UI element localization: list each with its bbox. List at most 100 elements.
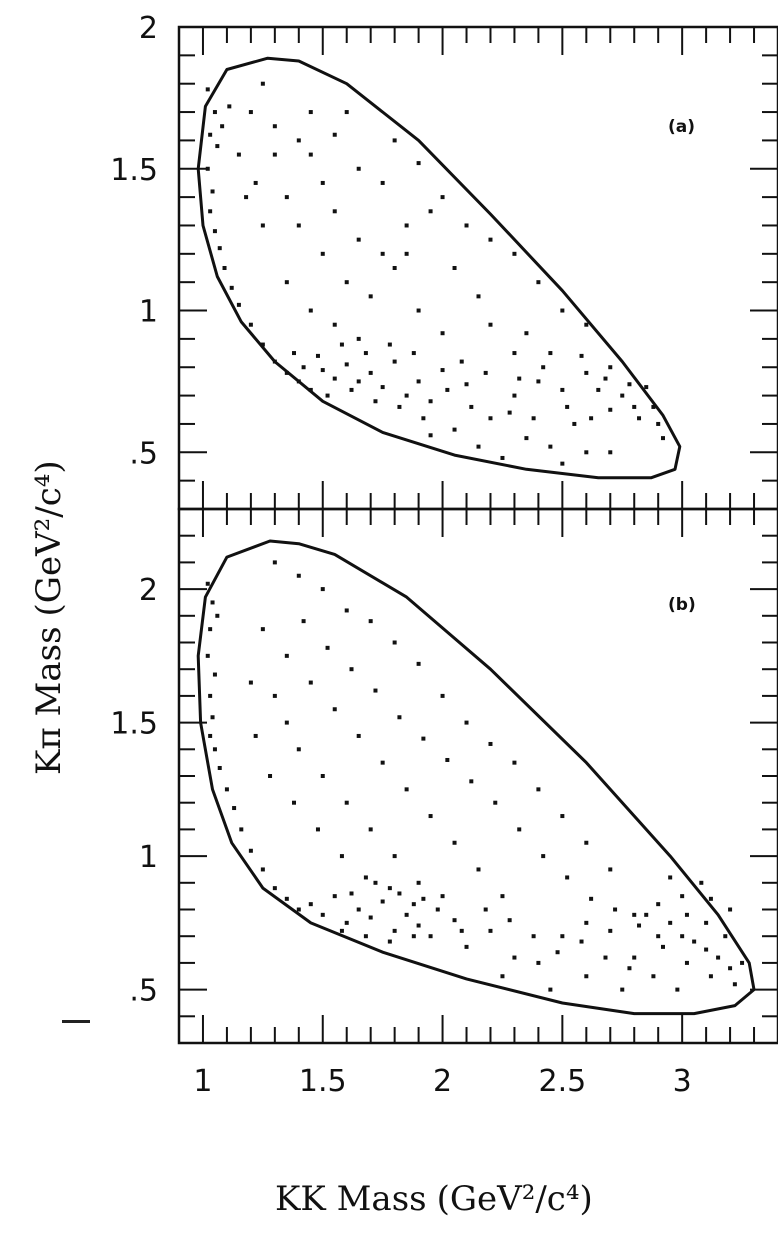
panel-b-data-point [708,974,713,979]
panel-a-data-point [244,195,249,200]
panel-a-data-point [368,294,373,299]
panel-a-data-point [464,382,469,387]
panel-a-data-point [644,385,649,390]
panel-b-data-point [208,627,213,632]
panel-b-data-point [208,733,213,738]
panel-b-data-point [548,987,553,992]
x-axis-title: KK Mass (GeV²/c⁴) [275,1179,593,1219]
panel-b-data-point [325,645,330,650]
panel-a-data-point [296,138,301,143]
panel-a-data-point [397,404,402,409]
panel-a-data-point [248,322,253,327]
panel-b-y-tick-label: 2 [139,573,158,608]
panel-b-data-point [397,715,402,720]
panel-b-data-point [296,573,301,578]
panel-a-data-point [284,370,289,375]
panel-b-data-point [435,907,440,912]
panel-a-data-point [517,376,522,381]
panel-b-data-point [584,974,589,979]
panel-b-data-point [380,760,385,765]
panel-b-data-point [308,680,313,685]
panel-b-data-point [239,827,244,832]
panel-b-data-point [692,939,697,944]
panel-a-frame [177,25,778,511]
panel-a-data-point [531,416,536,421]
panel-b-data-point [452,840,457,845]
panel-b-data-point [476,867,481,872]
panel-a-data-point [308,152,313,157]
panel-a-data-point [392,266,397,270]
panel-a-data-point [608,407,613,412]
panel-b-data-point [332,894,337,899]
panel-a-data-point [411,351,416,356]
panel-a-data-point [332,209,337,214]
panel-b-data-point [500,894,505,899]
panel-b-data-point [387,939,392,944]
panel-b-data-point [732,982,737,987]
panel-a-data-point [452,427,457,432]
panel-a-data-point [320,180,325,185]
panel-a-data-point [548,444,553,449]
panel-a-data-point [404,393,409,398]
panel-b-data-point [373,880,378,885]
panel-b-data-point [656,934,661,939]
panel-a-data-point [212,229,217,234]
panel-b-data-point [464,944,469,949]
panel-b-data-point [512,760,517,765]
panel-a-data-point [229,285,234,290]
panel-b-data-point [555,950,560,955]
panel-a-data-point [548,351,553,356]
panel-a-data-point [536,379,541,384]
panel-b-data-point [212,747,217,752]
y-axis-title: Kπ Mass(GeV²/c⁴) [29,460,69,775]
panel-b-data-point [373,688,378,693]
panel-b-data-point [428,934,433,939]
panel-b-data-point [656,902,661,907]
panel-b-data-point [332,707,337,712]
x-tick-label: 1 [193,1064,212,1099]
panel-b-data-point [292,800,297,805]
panel-b-data-point [452,918,457,923]
panel-b-data-point [210,715,215,720]
panel-b-data-point [397,891,402,896]
panel-b-data-point [536,960,541,965]
panel-a-data-point [483,370,488,375]
panel-b: .5 1 1.5 2 1 1.5 2 2.5 3 [110,508,778,1099]
panel-b-data-point [212,672,217,677]
panel-a-data-point [421,416,426,421]
panel-b-data-point [248,848,253,853]
panel-b-data-point [339,854,344,859]
x-tick-label: 1.5 [299,1064,347,1099]
panel-a-data-point [260,81,265,86]
panel-a-data-point [227,104,232,109]
panel-b-data-point [356,733,361,738]
panel-a-data-point [325,393,330,398]
panel-b-data-point [708,896,713,901]
panel-b-data-point [684,960,689,965]
panel-a-data-point [584,450,589,455]
panel-a-data-point [560,461,565,466]
panel-b-data-point [675,987,680,992]
margin-mark [62,1020,90,1023]
panel-a-data-point [272,124,277,129]
panel-b-data-point [483,907,488,912]
panel-a-data-point [500,455,505,460]
panel-b-data-point [620,987,625,992]
panel-a-data-point [560,387,565,392]
panel-b-data-point [344,920,349,925]
panel-b-data-point [684,912,689,917]
panel-b-data-point [565,875,570,880]
panel-a-data-point [512,351,517,356]
panel-b-data-point [699,880,704,885]
panel-a-data-point [524,331,529,336]
panel-b-data-point [608,928,613,933]
panel-b-data-point [363,934,368,939]
panel-a-y-tick-label: 1.5 [110,153,158,188]
panel-b-data-point [349,891,354,896]
panel-a-data-point [416,161,421,166]
panel-b-data-point [541,854,546,859]
panel-a-data-point [476,294,481,299]
panel-b-data-point [627,966,632,971]
panel-b-data-point [210,600,215,605]
panel-b-data-point [284,653,289,658]
